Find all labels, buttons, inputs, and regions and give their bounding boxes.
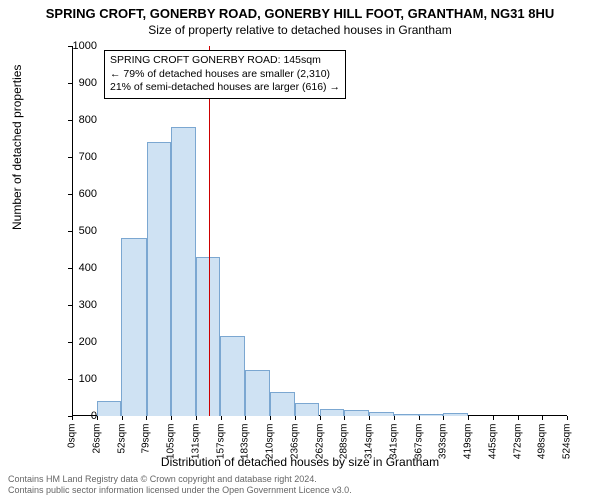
histogram-bar [220, 336, 245, 416]
x-tick-mark [122, 416, 123, 420]
y-tick-mark [68, 46, 72, 47]
x-tick-mark [171, 416, 172, 420]
x-tick-mark [493, 416, 494, 420]
y-tick-label: 800 [79, 114, 97, 126]
footer-attribution: Contains HM Land Registry data © Crown c… [8, 474, 352, 496]
chart-title-main: SPRING CROFT, GONERBY ROAD, GONERBY HILL… [0, 0, 600, 21]
y-tick-mark [68, 157, 72, 158]
y-tick-mark [68, 231, 72, 232]
x-tick-mark [72, 416, 73, 420]
y-tick-mark [68, 268, 72, 269]
x-tick-mark [320, 416, 321, 420]
histogram-bar [295, 403, 320, 416]
x-tick-mark [344, 416, 345, 420]
y-tick-label: 1000 [73, 40, 97, 52]
y-tick-mark [68, 342, 72, 343]
y-tick-mark [68, 83, 72, 84]
x-tick-mark [295, 416, 296, 420]
x-tick-mark [245, 416, 246, 420]
x-tick-mark [567, 416, 568, 420]
y-tick-label: 600 [79, 188, 97, 200]
footer-line1: Contains HM Land Registry data © Crown c… [8, 474, 352, 485]
x-tick-mark [419, 416, 420, 420]
histogram-bar [394, 414, 419, 416]
histogram-bar [270, 392, 295, 416]
y-tick-label: 400 [79, 262, 97, 274]
histogram-bar [245, 370, 271, 416]
x-tick-mark [146, 416, 147, 420]
chart-title-sub: Size of property relative to detached ho… [0, 21, 600, 37]
x-axis-label: Distribution of detached houses by size … [0, 455, 600, 469]
x-tick-mark [221, 416, 222, 420]
annotation-line1: SPRING CROFT GONERBY ROAD: 145sqm [110, 54, 340, 68]
x-tick-mark [542, 416, 543, 420]
histogram-bar [344, 410, 369, 416]
x-tick-mark [518, 416, 519, 420]
y-tick-label: 700 [79, 151, 97, 163]
histogram-bar [443, 413, 468, 416]
x-tick-mark [394, 416, 395, 420]
histogram-bar [320, 409, 345, 416]
y-tick-mark [68, 379, 72, 380]
y-tick-mark [68, 194, 72, 195]
x-tick-mark [369, 416, 370, 420]
x-tick-mark [97, 416, 98, 420]
y-tick-mark [68, 305, 72, 306]
histogram-bar [171, 127, 196, 416]
x-tick-mark [468, 416, 469, 420]
y-axis-label: Number of detached properties [10, 65, 24, 230]
y-tick-label: 900 [79, 77, 97, 89]
y-axis-line [72, 46, 73, 416]
chart-plot-area [72, 46, 567, 416]
histogram-bar [121, 238, 147, 416]
footer-line2: Contains public sector information licen… [8, 485, 352, 496]
x-tick-mark [443, 416, 444, 420]
y-tick-mark [68, 120, 72, 121]
histogram-bar [147, 142, 172, 416]
histogram-bar [97, 401, 122, 416]
y-tick-label: 300 [79, 299, 97, 311]
annotation-box: SPRING CROFT GONERBY ROAD: 145sqm ← 79% … [104, 50, 346, 99]
histogram-bar [419, 414, 444, 416]
x-tick-mark [270, 416, 271, 420]
x-tick-mark [196, 416, 197, 420]
histogram-bar [369, 412, 395, 416]
annotation-line2: ← 79% of detached houses are smaller (2,… [110, 68, 340, 82]
y-tick-label: 500 [79, 225, 97, 237]
annotation-line3: 21% of semi-detached houses are larger (… [110, 81, 340, 95]
y-tick-label: 100 [79, 373, 97, 385]
reference-line [209, 46, 210, 416]
y-tick-label: 200 [79, 336, 97, 348]
